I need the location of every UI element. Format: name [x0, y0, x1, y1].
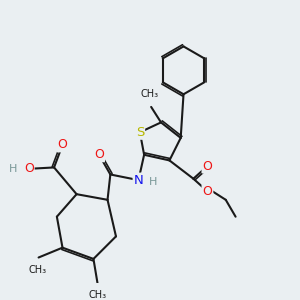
Text: H: H — [149, 176, 158, 187]
Text: S: S — [136, 126, 144, 139]
Text: CH₃: CH₃ — [88, 290, 107, 300]
Text: O: O — [94, 148, 104, 161]
Text: O: O — [24, 162, 34, 175]
Text: H: H — [8, 164, 17, 174]
Text: N: N — [134, 174, 143, 187]
Text: O: O — [202, 185, 212, 198]
Text: O: O — [202, 160, 212, 172]
Text: O: O — [58, 138, 68, 152]
Text: CH₃: CH₃ — [28, 266, 46, 275]
Text: CH₃: CH₃ — [141, 89, 159, 99]
